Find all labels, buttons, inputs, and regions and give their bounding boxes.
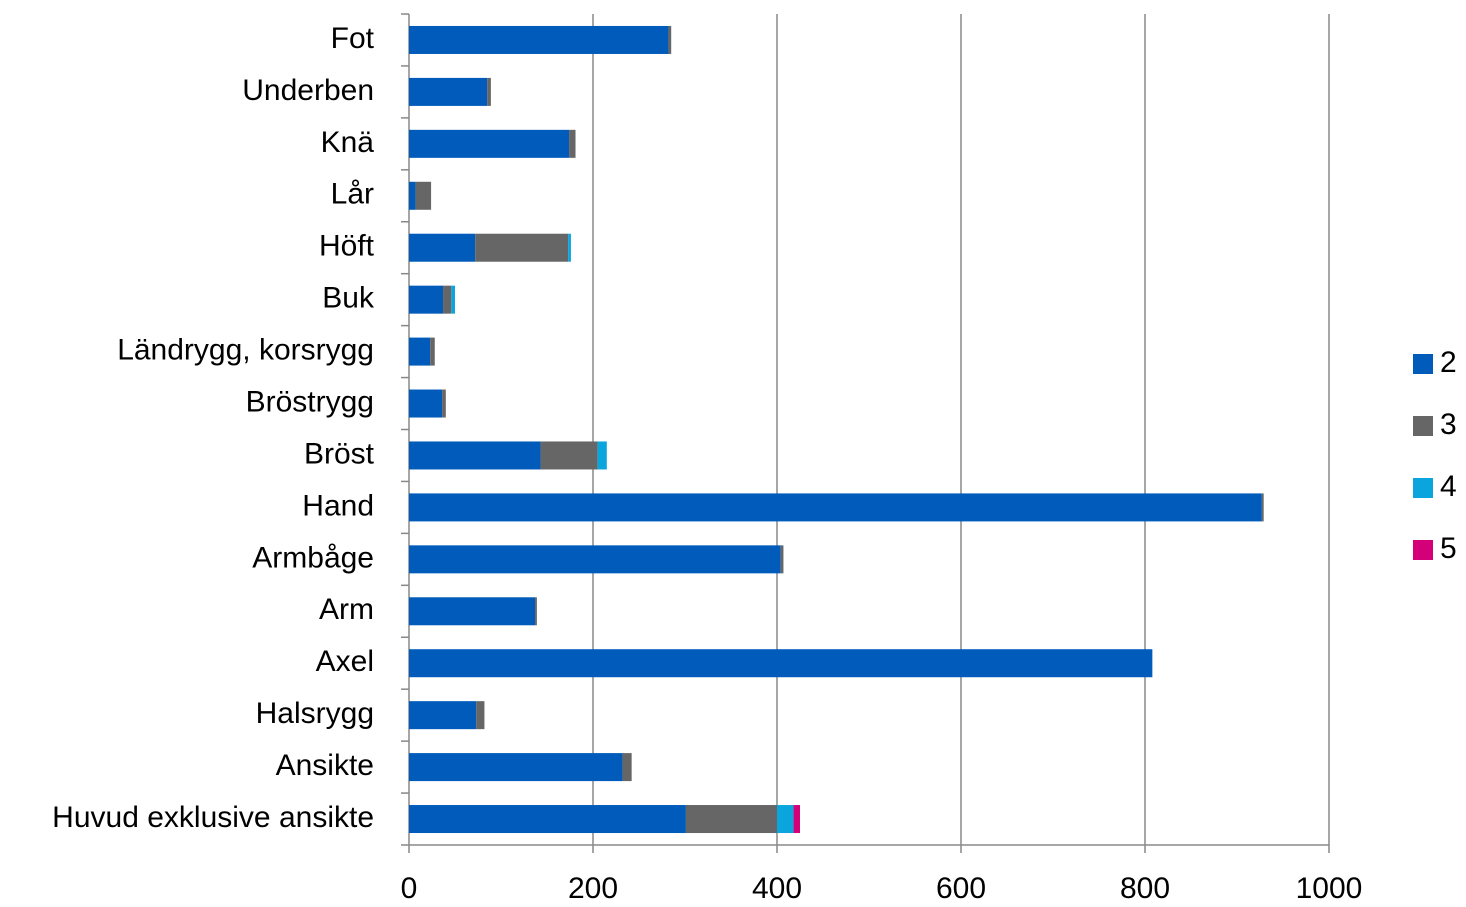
bar-segment: [409, 389, 443, 418]
y-tick-label: Knä: [321, 126, 375, 159]
legend-swatch: [1413, 416, 1433, 436]
y-tick-label: Ansikte: [276, 749, 374, 782]
bar-segment: [780, 545, 784, 574]
bar-segment: [409, 77, 488, 106]
bar-segment: [540, 441, 598, 470]
legend-label: 2: [1440, 346, 1457, 379]
bar-segment: [568, 233, 571, 262]
bar-segment: [1261, 493, 1264, 522]
bar-segment: [622, 753, 632, 782]
y-tick-label: Armbåge: [252, 541, 374, 574]
y-tick-label: Huvud exklusive ansikte: [52, 801, 374, 834]
bar-segment: [409, 129, 570, 158]
y-tick-label: Fot: [331, 22, 375, 55]
bar-segment: [409, 493, 1262, 522]
bar-segment: [668, 25, 672, 54]
bar-segment: [430, 337, 435, 366]
legend-label: 5: [1440, 532, 1457, 565]
bar-segment: [409, 181, 416, 210]
bar-segment: [409, 545, 781, 574]
legend-swatch: [1413, 354, 1433, 374]
bar-segment: [409, 649, 1153, 678]
bar-segment: [409, 805, 686, 834]
y-tick-label: Axel: [316, 645, 374, 678]
bar-segment: [451, 285, 455, 314]
bar-segment: [793, 805, 800, 834]
bar-segment: [409, 701, 477, 730]
bar-segment: [475, 233, 569, 262]
bar-segment: [409, 441, 541, 470]
bar-segment: [409, 285, 444, 314]
bar-segment: [597, 441, 607, 470]
legend-swatch: [1413, 540, 1433, 560]
bar-segment: [535, 597, 537, 626]
x-tick-label: 1000: [1296, 872, 1363, 905]
legend-label: 3: [1440, 408, 1457, 441]
y-tick-label: Höft: [319, 230, 375, 263]
bar-segment: [685, 805, 777, 834]
y-tick-label: Lår: [331, 178, 374, 211]
bar-segment: [777, 805, 794, 834]
bar-segment: [487, 77, 491, 106]
y-tick-label: Buk: [322, 282, 375, 315]
y-tick-label: Bröst: [304, 437, 375, 470]
x-tick-label: 800: [1120, 872, 1170, 905]
y-tick-label: Arm: [319, 593, 374, 626]
bar-segment: [442, 389, 446, 418]
bar-segment: [415, 181, 432, 210]
bar-segment: [569, 129, 576, 158]
legend-label: 4: [1440, 470, 1457, 503]
y-tick-label: Bröstrygg: [246, 385, 374, 418]
legend-swatch: [1413, 478, 1433, 498]
y-tick-label: Ländrygg, korsrygg: [117, 334, 374, 367]
y-tick-label: Hand: [302, 489, 374, 522]
y-tick-label: Halsrygg: [256, 697, 374, 730]
x-tick-label: 400: [752, 872, 802, 905]
bar-segment: [443, 285, 452, 314]
x-tick-label: 200: [568, 872, 618, 905]
bar-segment: [409, 337, 431, 366]
y-tick-label: Underben: [242, 74, 374, 107]
bar-segment: [409, 25, 669, 54]
x-tick-label: 0: [401, 872, 418, 905]
bar-segment: [409, 597, 536, 626]
bar-segment: [476, 701, 485, 730]
bar-segment: [409, 753, 623, 782]
x-tick-label: 600: [936, 872, 986, 905]
bar-segment: [409, 233, 476, 262]
